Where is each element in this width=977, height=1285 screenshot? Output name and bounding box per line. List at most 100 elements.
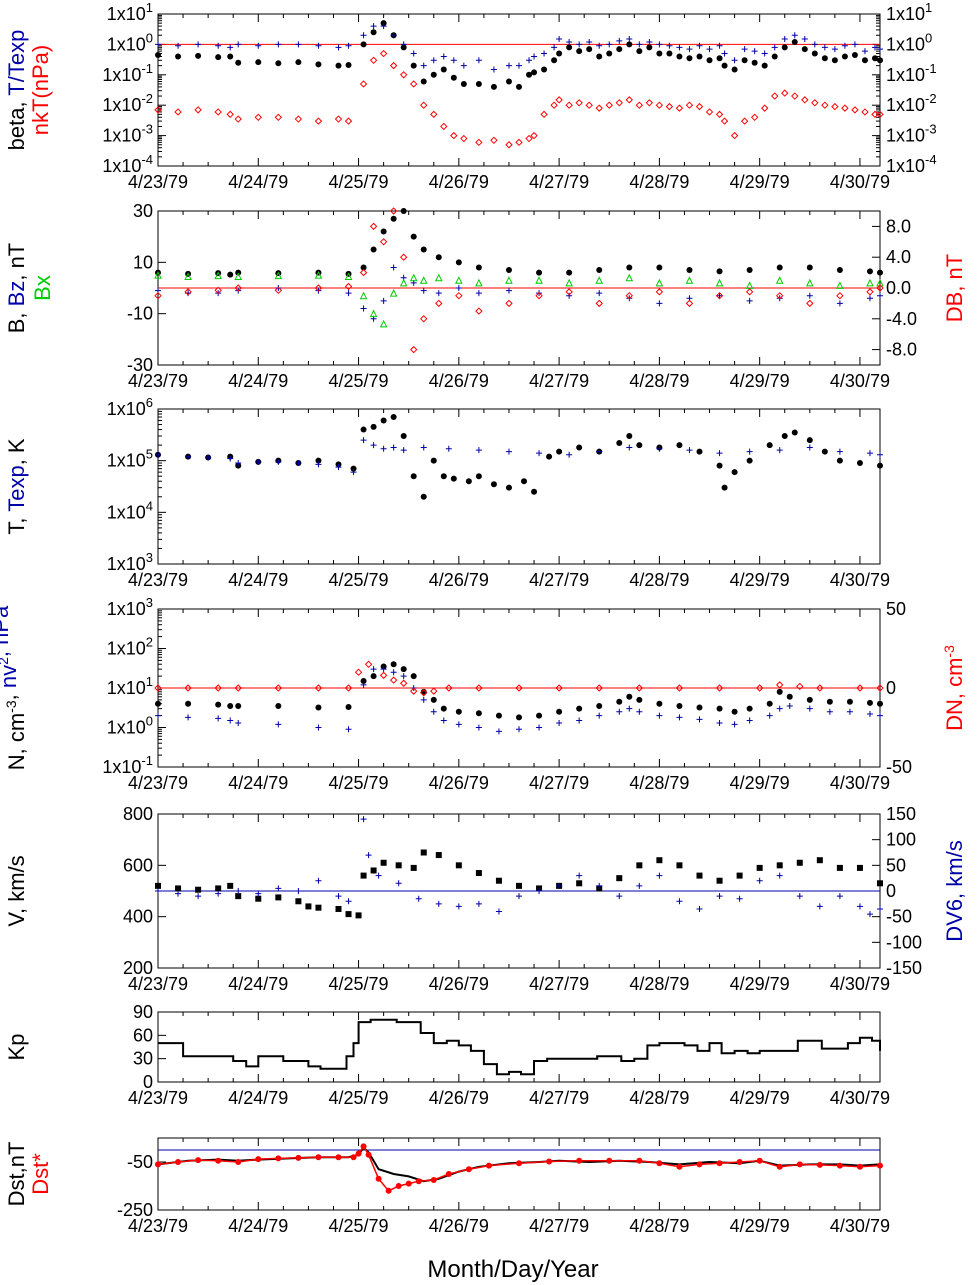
data-point-dv6 [415,895,422,902]
data-point-dv6 [656,872,663,879]
data-point-v [175,885,182,892]
x-tick-label: 4/29/79 [730,570,790,590]
y2-tick-label: 50 [886,599,906,619]
data-point-t [505,484,512,491]
data-point-db [389,207,398,215]
data-point-dv6 [836,893,843,900]
data-point-n [185,700,192,707]
data-point-dv6 [816,903,823,910]
data-point-dv6 [435,900,442,907]
y-axis-label: T, Texp, K [4,438,29,535]
y2-tick-label: 50 [886,855,906,875]
data-point-nv2 [495,728,502,735]
data-point-nkt-npa- [740,117,749,125]
data-point-nv2 [776,705,783,712]
data-point-dn [776,681,784,689]
data-point-db [369,222,378,231]
x-tick-label: 4/25/79 [329,1216,389,1236]
data-point-beta [721,62,728,69]
data-point-dst- [606,1157,613,1164]
data-point-beta [410,62,417,69]
data-point-dn [816,684,824,692]
data-point-dn [856,684,864,692]
data-point-nkt-npa- [344,117,353,125]
data-point-n [430,696,437,703]
data-point-dst- [155,1161,161,1168]
data-point-t-texp [596,42,603,49]
y-axis-label: beta, T/Texp [4,30,29,151]
data-point-beta [851,51,858,58]
y2-tick-label: 100 [886,830,916,850]
y2-tick-label: 1x10-1 [886,61,937,85]
data-point-dn [154,684,162,692]
data-point-dn [314,684,323,692]
y-tick-label: 1x101 [107,674,153,698]
data-point-dv6 [365,852,372,859]
data-point-bx [234,272,243,280]
x-tick-label: 4/28/79 [629,773,689,793]
data-point-bx [434,273,443,282]
data-point-t-texp [440,53,447,60]
data-point-dst- [465,1166,472,1173]
data-point-db [214,286,222,295]
data-point-nkt-npa- [475,138,483,147]
data-point-nkt-npa- [730,131,739,140]
data-point-t [531,488,538,495]
data-point-db [475,307,483,315]
panel-density: 4/23/79 4/24/79 4/25/79 4/26/79 4/27/79 4/28/… [0,595,967,793]
data-point-n [420,688,427,695]
data-point-nv2 [576,717,583,724]
data-point-db [535,291,543,300]
data-point-n [275,703,282,710]
data-point-t-texp [155,41,161,48]
data-point-nkt-npa- [605,101,613,109]
data-point-t [626,433,633,440]
data-point-n [390,661,397,668]
plot-frame [157,1137,881,1211]
x-tick-label: 4/29/79 [730,1216,790,1236]
data-point-dst- [295,1154,302,1161]
data-point-dst- [430,1177,437,1183]
data-point-v [315,904,322,911]
data-point-v [475,870,482,877]
data-point-t-texp [841,42,848,49]
data-point-b [536,269,543,276]
data-point-db [410,345,418,354]
x-tick-label: 4/23/79 [128,172,188,192]
data-point-beta [751,59,758,66]
data-point-n [866,699,873,706]
data-point-t-texp [275,41,282,48]
data-point-beta [526,71,533,78]
data-point-t [350,465,357,472]
x-tick-label: 4/29/79 [730,773,790,793]
data-point-bx [876,278,884,287]
data-point-b [877,269,883,276]
data-point-db [379,238,388,246]
data-point-nkt-npa- [801,96,809,104]
data-point-nkt-npa- [841,104,849,112]
data-point-v [776,862,783,869]
data-point-dst- [175,1159,182,1165]
data-point-nkt-npa- [831,102,839,111]
data-point-nv2 [746,717,753,724]
data-point-n [656,700,663,707]
x-tick-label: 4/28/79 [629,974,689,994]
data-point-db [655,288,664,296]
data-point-t [360,426,367,433]
data-point-texp [877,451,883,458]
data-point-db [154,291,162,300]
y-tick-label: 1x102 [107,635,153,659]
data-point-nkt-npa- [791,92,799,100]
data-point-beta [801,46,808,53]
data-point-dst- [546,1158,553,1165]
data-point-n [495,712,502,719]
data-point-beta [831,57,838,64]
data-point-n [766,700,773,707]
data-point-v [410,864,417,871]
data-point-dst- [877,1162,883,1169]
data-point-nkt-npa- [450,131,458,140]
data-point-v [305,903,312,910]
data-point-dst- [516,1160,522,1167]
data-point-dst- [716,1160,723,1167]
data-point-v [155,882,161,889]
